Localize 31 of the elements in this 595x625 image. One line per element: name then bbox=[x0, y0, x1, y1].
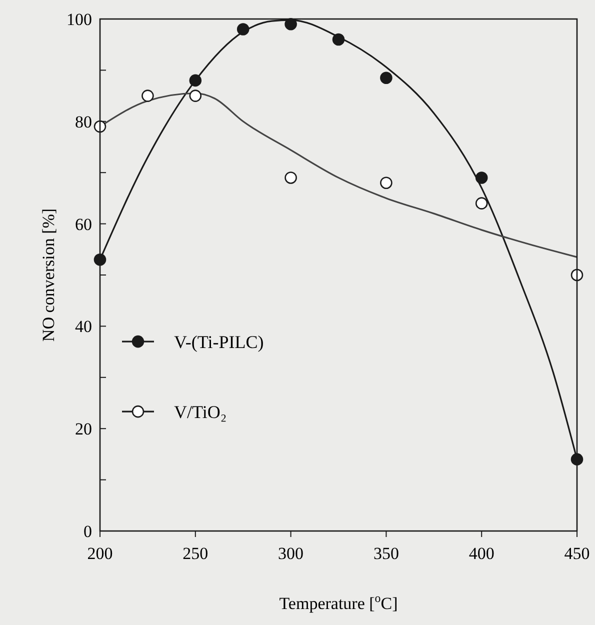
point bbox=[570, 268, 584, 282]
y-axis-title: NO conversion [%] bbox=[39, 208, 58, 342]
point bbox=[94, 120, 106, 133]
y-tick-label: 0 bbox=[84, 522, 92, 541]
point bbox=[284, 18, 297, 30]
point bbox=[142, 90, 154, 102]
x-axis-title: Temperature [$^{o}$C] bbox=[279, 591, 398, 613]
x-tick-label: 300 bbox=[278, 544, 304, 563]
x-tick-label: 200 bbox=[87, 544, 113, 563]
point bbox=[236, 23, 250, 36]
x-tick-label: 450 bbox=[564, 544, 590, 563]
point bbox=[570, 453, 584, 466]
y-tick-label: 100 bbox=[66, 10, 92, 29]
point bbox=[189, 74, 202, 87]
point bbox=[475, 172, 488, 184]
point bbox=[94, 253, 106, 266]
y-tick-label: 80 bbox=[75, 112, 92, 132]
legend-label: V-(Ti-PILC) bbox=[174, 332, 264, 352]
x-tick-label: 400 bbox=[468, 544, 494, 563]
y-tick-label: 60 bbox=[75, 214, 92, 234]
y-tick-label: 20 bbox=[75, 420, 92, 439]
point bbox=[380, 72, 392, 84]
x-tick-label: 350 bbox=[373, 544, 399, 563]
point bbox=[332, 33, 345, 46]
x-tick-label: 250 bbox=[182, 544, 208, 563]
point bbox=[475, 197, 488, 210]
point bbox=[284, 172, 297, 184]
point bbox=[380, 176, 392, 189]
y-tick-label: 40 bbox=[75, 317, 92, 336]
legend-label: V/TiO₂ bbox=[174, 402, 227, 422]
point bbox=[189, 90, 202, 102]
